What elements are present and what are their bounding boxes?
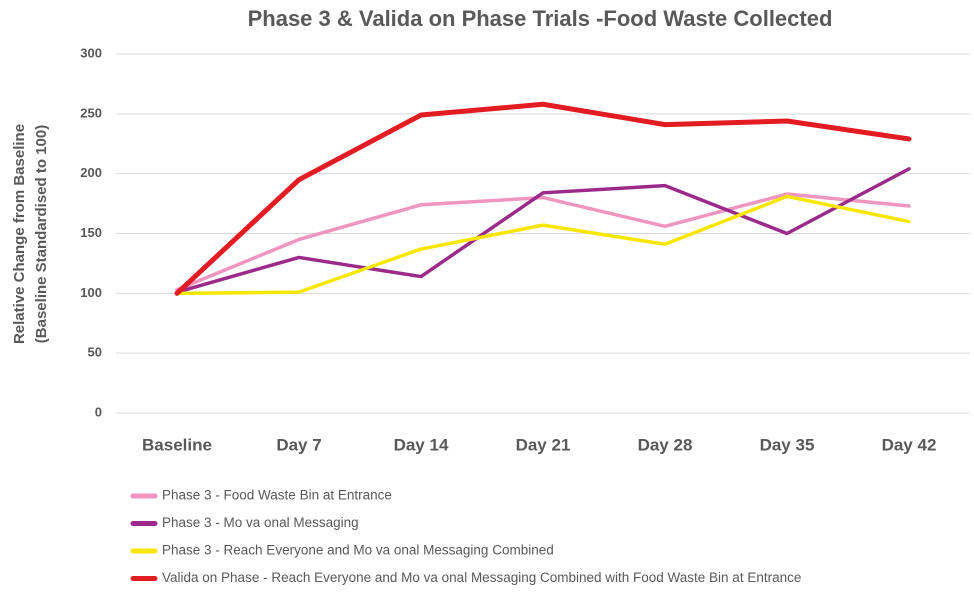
- y-tick-label: 0: [95, 404, 102, 419]
- y-tick-label: 100: [80, 285, 102, 300]
- chart-title: Phase 3 & Valida on Phase Trials -Food W…: [248, 6, 833, 31]
- y-tick-label: 300: [80, 45, 102, 60]
- y-tick-label: 150: [80, 225, 102, 240]
- y-axis-label: (Baseline Standardised to 100): [33, 125, 50, 343]
- x-tick-label: Baseline: [142, 435, 212, 454]
- x-tick-label: Day 21: [516, 435, 571, 454]
- line-series: [175, 167, 911, 294]
- y-tick-label: 200: [80, 165, 102, 180]
- x-tick-label: Day 28: [638, 435, 693, 454]
- legend-label: Phase 3 - Mo va onal Messaging: [162, 515, 359, 530]
- x-tick-label: Day 35: [760, 435, 815, 454]
- x-tick-label: Day 42: [882, 435, 937, 454]
- line-series: [175, 192, 911, 292]
- line-series: [175, 194, 911, 296]
- legend-label: Phase 3 - Reach Everyone and Mo va onal …: [162, 543, 554, 558]
- x-tick-label: Day 14: [394, 435, 449, 454]
- line-series: [174, 101, 912, 296]
- legend-label: Valida on Phase - Reach Everyone and Mo …: [162, 570, 801, 585]
- y-axis-label: Relative Change from Baseline: [11, 124, 28, 344]
- legend-label: Phase 3 - Food Waste Bin at Entrance: [162, 488, 392, 503]
- x-tick-label: Day 7: [276, 435, 321, 454]
- y-tick-label: 250: [80, 105, 102, 120]
- y-tick-label: 50: [88, 345, 102, 360]
